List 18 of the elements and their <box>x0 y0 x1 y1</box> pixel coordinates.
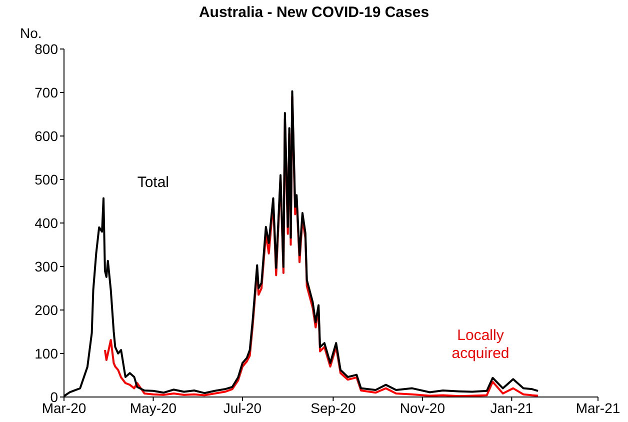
y-tick-label: 300 <box>34 258 58 274</box>
series-label: Locally acquired <box>450 327 510 364</box>
y-axis-title: No. <box>20 25 42 41</box>
x-tick-label: Jul-20 <box>223 400 262 416</box>
y-tick-label: 500 <box>34 171 58 188</box>
x-tick-label: Mar-21 <box>576 400 620 416</box>
y-tick-label: 700 <box>34 84 58 100</box>
y-tick-label: 600 <box>34 128 58 144</box>
y-tick-label: 400 <box>34 214 58 231</box>
x-tick-label: May-20 <box>130 400 177 416</box>
y-tick-label: 100 <box>34 345 58 362</box>
chart-title: Australia - New COVID-19 Cases <box>198 4 430 21</box>
y-tick-label: 200 <box>34 302 58 318</box>
y-tick-label: 800 <box>34 40 58 57</box>
text: Total <box>136 174 170 192</box>
x-tick-label: Sep-20 <box>310 400 356 416</box>
x-tick-label: Nov-20 <box>400 400 446 416</box>
x-tick-label: Jan-21 <box>490 400 534 416</box>
